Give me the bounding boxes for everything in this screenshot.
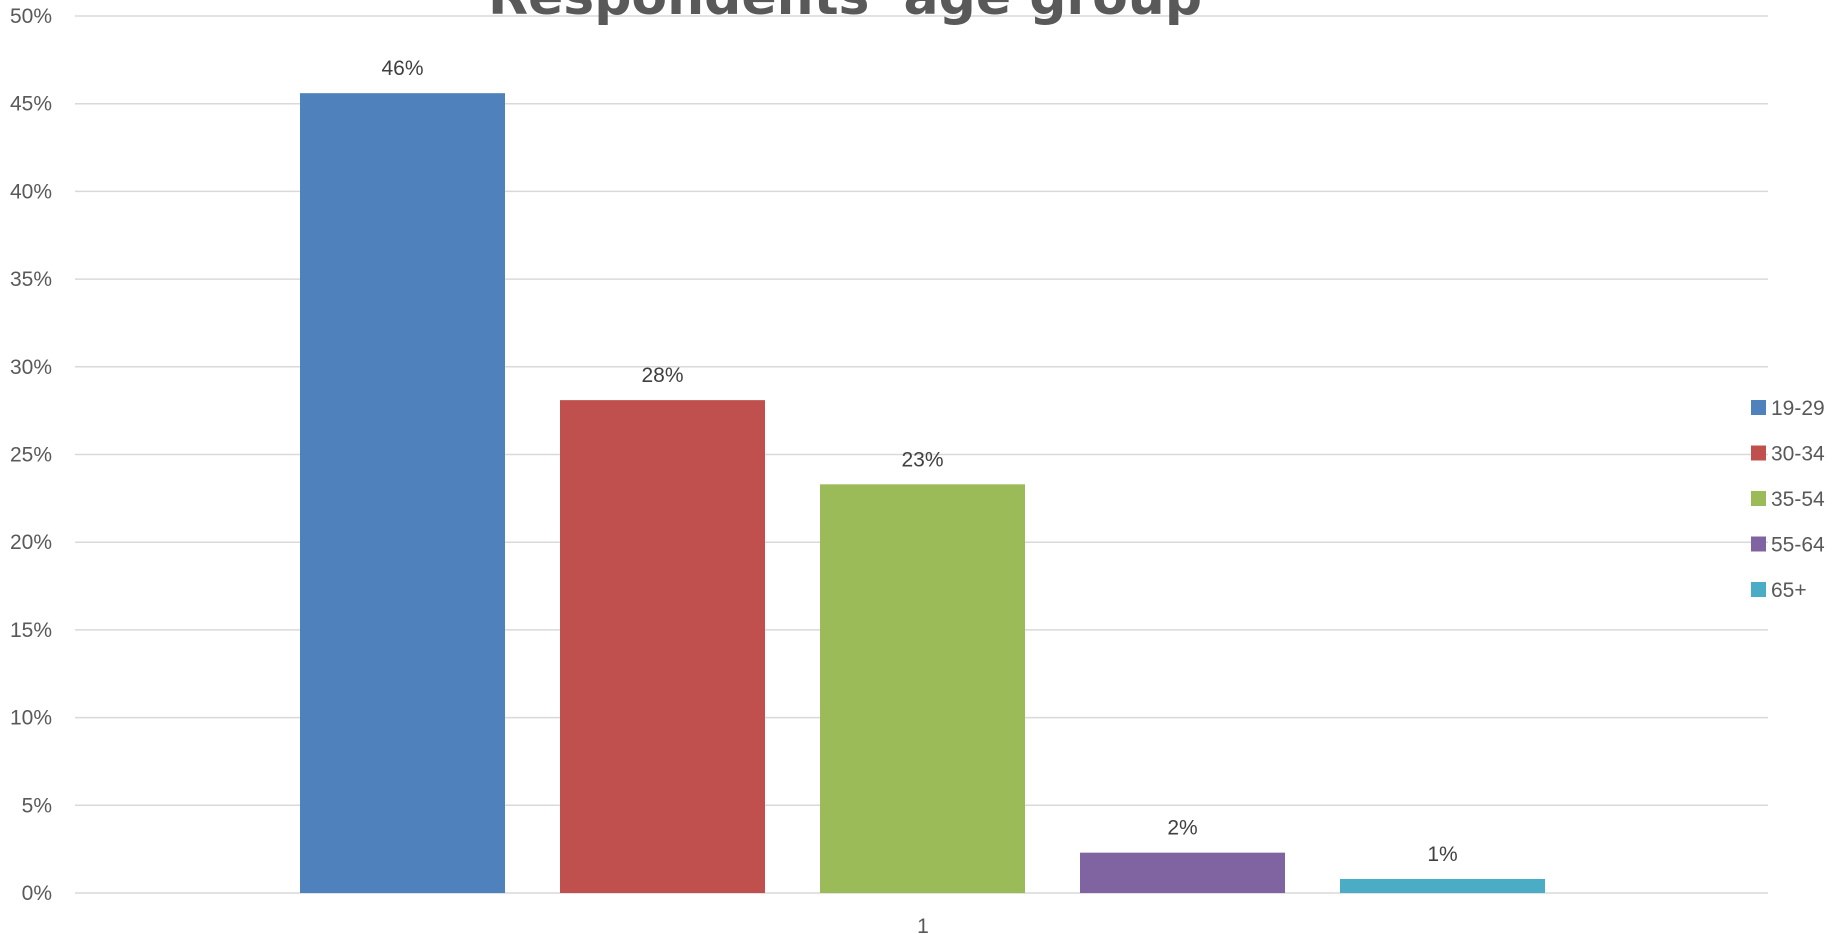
- y-tick-label: 30%: [10, 356, 52, 379]
- legend-label-30-34: 30-34: [1771, 443, 1825, 466]
- bar-19-29: [300, 93, 505, 893]
- y-tick-label: 15%: [10, 619, 52, 642]
- y-tick-label: 20%: [10, 531, 52, 554]
- legend: 19-29 30-34 35-54 55-64 65+: [1751, 397, 1825, 602]
- x-axis-category-label: 1: [917, 915, 929, 934]
- legend-label-35-54: 35-54: [1771, 488, 1825, 511]
- legend-label-19-29: 19-29: [1771, 397, 1825, 420]
- data-labels: 46% 28% 23% 2% 1%: [381, 57, 1457, 866]
- bar-55-64: [1080, 852, 1285, 893]
- y-tick-label: 40%: [10, 180, 52, 203]
- legend-swatch-19-29: [1751, 400, 1766, 415]
- y-tick-label: 25%: [10, 444, 52, 467]
- y-tick-label: 0%: [22, 882, 52, 905]
- y-tick-label: 45%: [10, 93, 52, 116]
- bar-65+: [1340, 878, 1545, 893]
- data-label-19-29: 46%: [381, 57, 423, 80]
- y-tick-label: 50%: [10, 5, 52, 28]
- data-label-55-64: 2%: [1167, 817, 1197, 840]
- y-axis-tick-labels: 0% 5% 10% 15% 20% 25% 30% 35% 40% 45% 50%: [10, 5, 52, 905]
- chart-title: Respondents' age group: [488, 0, 1202, 27]
- legend-swatch-55-64: [1751, 536, 1766, 552]
- y-tick-label: 10%: [10, 707, 52, 730]
- y-tick-label: 35%: [10, 268, 52, 291]
- legend-swatch-65+: [1751, 582, 1766, 597]
- data-label-65+: 1%: [1427, 843, 1457, 866]
- y-tick-label: 5%: [22, 794, 52, 817]
- legend-swatch-35-54: [1751, 491, 1766, 506]
- data-label-35-54: 23%: [901, 448, 943, 471]
- bars: [300, 93, 1545, 893]
- legend-label-55-64: 55-64: [1771, 534, 1825, 557]
- data-label-30-34: 28%: [641, 364, 683, 387]
- bar-30-34: [560, 400, 765, 893]
- legend-label-65+: 65+: [1771, 579, 1807, 602]
- bar-35-54: [820, 484, 1025, 893]
- legend-swatch-30-34: [1751, 445, 1766, 461]
